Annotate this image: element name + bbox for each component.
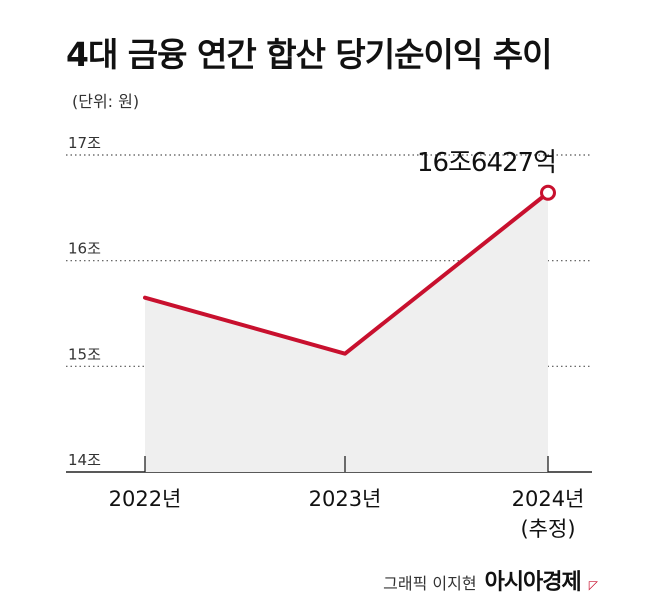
- series-line-group: [143, 190, 550, 356]
- end-point-marker: [540, 184, 556, 201]
- annotation-label: 16조6427억: [417, 148, 556, 178]
- area-fill: [145, 192, 548, 472]
- chart-title: 4대 금융 연간 합산 당기순이익 추이: [66, 35, 552, 74]
- y-tick-label: 17조: [68, 134, 101, 152]
- y-tick-label: 15조: [68, 345, 101, 363]
- x-category-label: 2023년: [309, 487, 382, 511]
- brand-logo: 아시아경제: [484, 570, 582, 595]
- x-category-note: (추정): [520, 517, 575, 541]
- unit-label: (단위: 원): [72, 92, 140, 111]
- annotation-group: 16조6427억: [417, 148, 557, 201]
- x-tick-marks: [144, 456, 549, 472]
- graphic-credit: 그래픽 이지현: [383, 574, 477, 593]
- brand-mark-icon: ◸: [588, 578, 598, 592]
- y-tick-labels: 17조 16조 15조 14조: [68, 134, 101, 469]
- area-fill-group: [145, 192, 548, 472]
- y-tick-label: 16조: [68, 240, 101, 258]
- x-category-labels: 2022년 2023년 2024년 (추정): [109, 487, 585, 541]
- series-line: [143, 190, 550, 356]
- y-tick-label: 14조: [68, 451, 101, 469]
- x-category-label: 2024년: [512, 487, 585, 511]
- credit-line: 그래픽 이지현 아시아경제 ◸: [383, 564, 598, 596]
- line-chart: 17조 16조 15조 14조 2022년 2023년 2024년 (추정) 16조6427…: [66, 134, 592, 541]
- x-category-label: 2022년: [109, 487, 182, 511]
